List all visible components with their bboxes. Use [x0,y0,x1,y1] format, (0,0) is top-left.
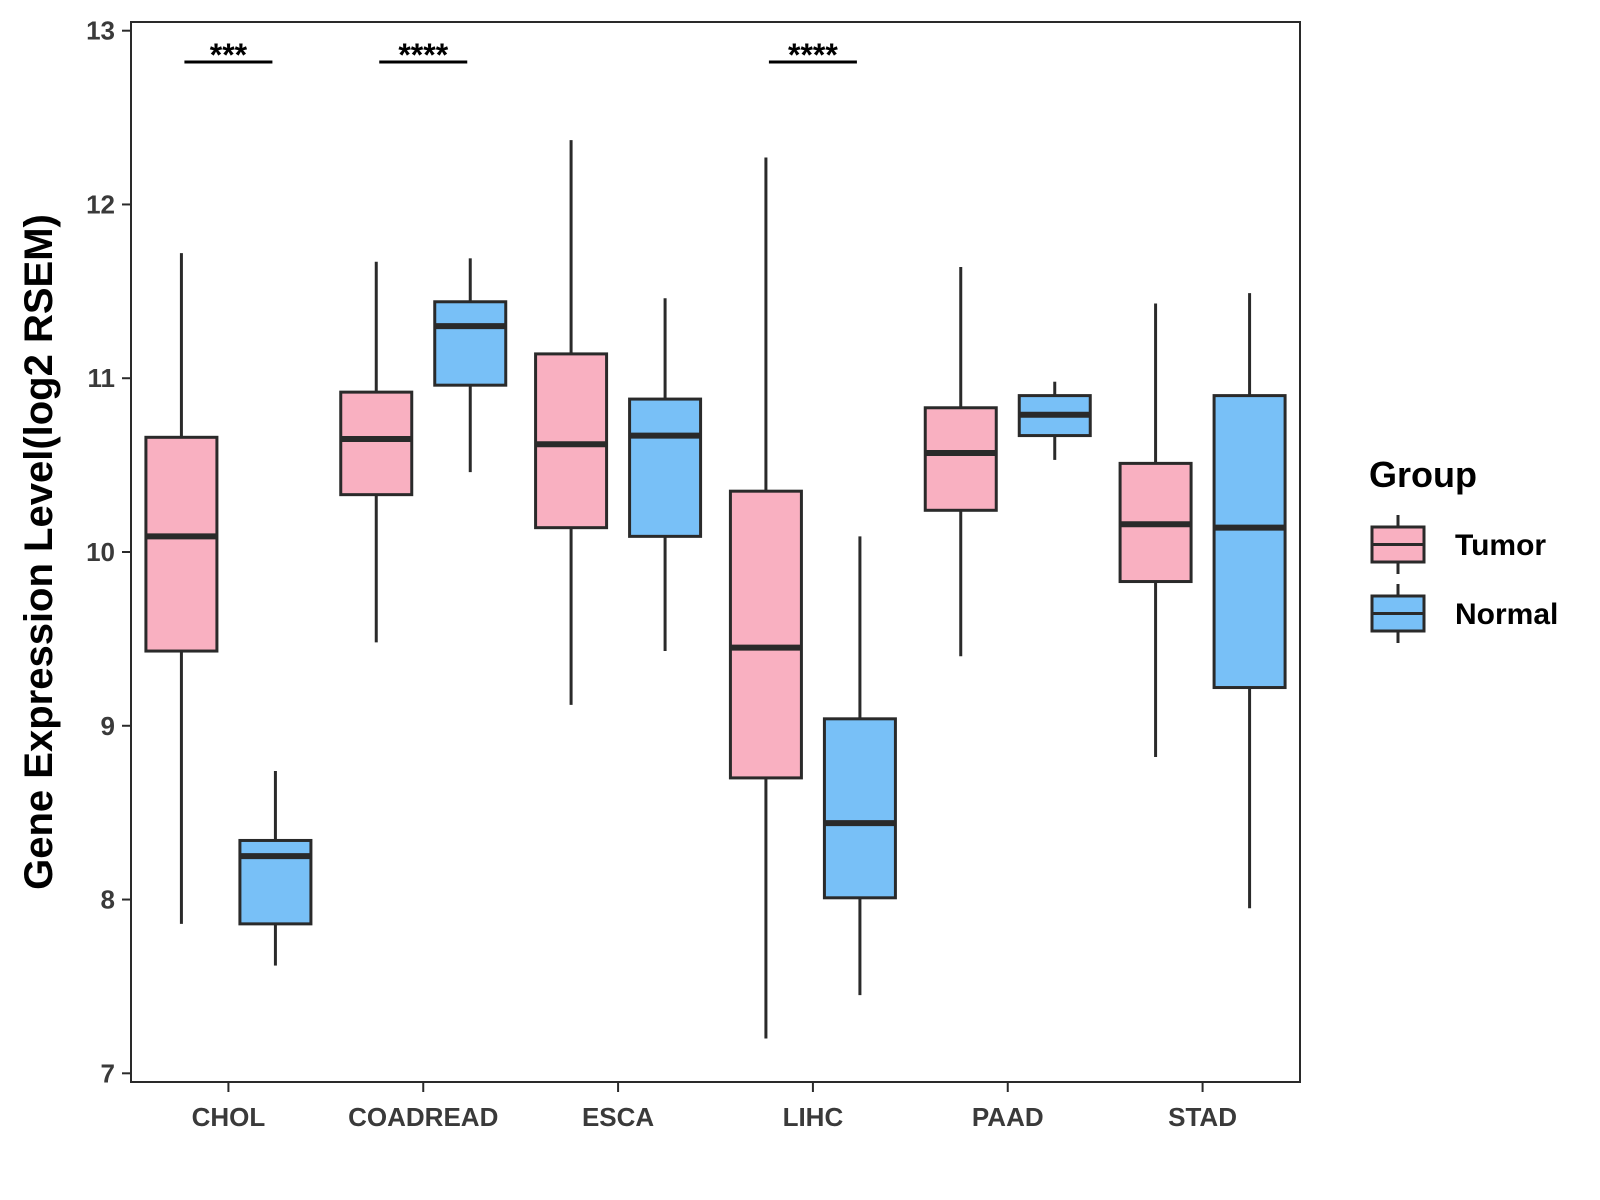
plot-panel [130,21,1301,1083]
significance-annotations: *** **** **** [184,37,857,73]
legend-item-normal: Normal [1370,584,1558,643]
box-normal-chol [238,770,313,966]
box-body-tumor-coadread [339,390,414,497]
y-tick-label-13: 13 [86,16,115,46]
box-body-tumor-chol [144,435,219,653]
box-normal-lihc [822,536,897,996]
x-axis: CHOL COADREAD ESCA LIHC PAAD STAD [192,1082,1237,1132]
box-normal-stad [1212,293,1287,909]
significance-label-chol: *** [210,37,248,73]
y-tick-label-12: 12 [86,189,115,219]
significance-label-lihc: **** [788,37,838,73]
box-tumor-stad [1118,303,1193,758]
y-tick-label-8: 8 [101,885,115,915]
x-tick-label-lihc: LIHC [783,1102,844,1132]
y-tick-label-10: 10 [86,537,115,567]
box-tumor-esca [534,140,609,705]
significance-label-coadread: **** [398,37,448,73]
y-tick-label-11: 11 [88,363,116,393]
box-body-normal-coadread [433,300,508,387]
box-tumor-chol [144,253,219,924]
box-normal-esca [628,298,703,652]
legend-label-normal: Normal [1455,598,1558,631]
x-tick-label-chol: CHOL [192,1102,266,1132]
legend: Group Tumor Normal [1369,454,1558,643]
legend-title: Group [1369,454,1477,495]
box-body-normal-chol [238,838,313,926]
x-tick-label-paad: PAAD [972,1102,1044,1132]
box-body-normal-lihc [822,717,897,900]
x-tick-label-stad: STAD [1168,1102,1237,1132]
y-axis: 7 8 9 10 11 12 13 [86,16,131,1088]
x-tick-label-coadread: COADREAD [348,1102,498,1132]
y-tick-label-9: 9 [101,711,115,741]
box-tumor-lihc [728,157,803,1039]
box-normal-paad [1017,381,1092,460]
box-body-tumor-paad [923,406,998,512]
box-body-tumor-lihc [728,489,803,780]
box-normal-coadread [433,258,508,473]
y-axis-title: Gene Expression Level(log2 RSEM) [17,214,61,890]
x-tick-label-esca: ESCA [582,1102,654,1132]
box-body-normal-esca [628,397,703,538]
box-tumor-paad [923,267,998,657]
box-tumor-coadread [339,261,414,643]
legend-label-tumor: Tumor [1455,529,1546,562]
box-body-tumor-esca [534,352,609,530]
box-group [144,140,1287,1039]
legend-item-tumor: Tumor [1370,515,1546,574]
box-body-normal-stad [1212,394,1287,690]
y-tick-label-7: 7 [101,1058,115,1088]
